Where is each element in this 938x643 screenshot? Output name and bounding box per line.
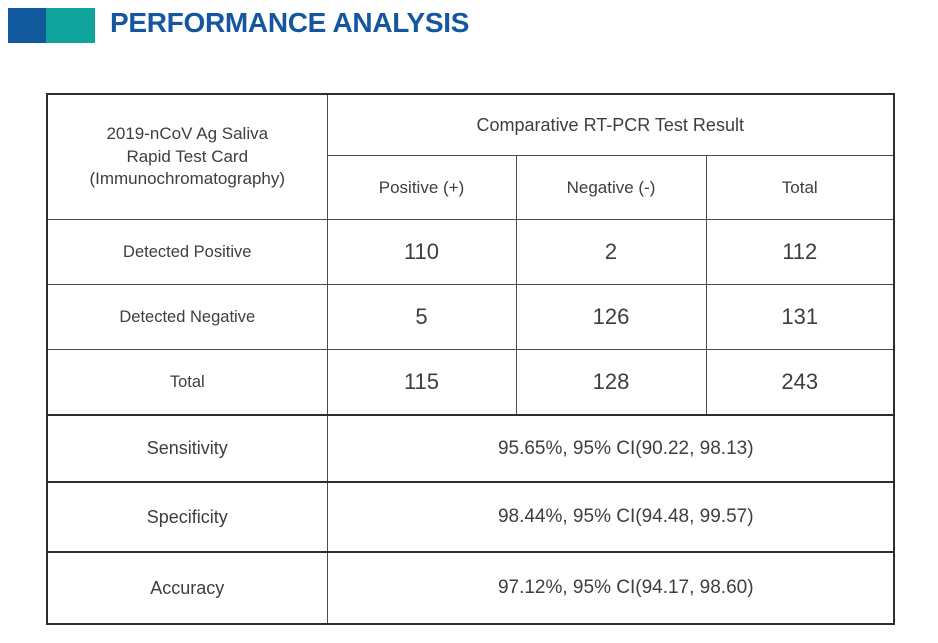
cell-value: 110 (326, 219, 517, 285)
brand-mark (8, 8, 95, 43)
stat-row-accuracy: Accuracy 97.12%, 95% CI(94.17, 98.60) (46, 551, 895, 625)
column-header-row: Positive (+) Negative (-) Total (47, 155, 895, 220)
cell-value: 131 (705, 284, 895, 350)
corner-header-line: Rapid Test Card (126, 146, 249, 166)
cell-value: 128 (515, 349, 707, 416)
stat-label: Specificity (46, 481, 328, 553)
table-row-total: Total 115 128 243 (46, 349, 895, 416)
column-header-negative: Negative (-) (515, 155, 707, 220)
cell-value: 5 (326, 284, 517, 350)
stat-value: 98.44%, 95% CI(94.48, 99.57) (326, 481, 895, 553)
table-row-detected-negative: Detected Negative 5 126 131 (46, 284, 895, 350)
table-row-detected-positive: Detected Positive 110 2 112 (46, 219, 895, 285)
row-label: Detected Negative (46, 284, 328, 350)
page-title: PERFORMANCE ANALYSIS (110, 7, 470, 38)
row-label: Total (46, 349, 328, 416)
column-header-total: Total (705, 155, 895, 220)
cell-value: 243 (705, 349, 895, 416)
corner-header-line: (Immunochromatography) (89, 169, 286, 189)
stat-label: Sensitivity (46, 414, 328, 483)
row-label: Detected Positive (46, 219, 328, 285)
cell-value: 112 (705, 219, 895, 285)
brand-square-teal (46, 8, 95, 43)
group-header-row: 2019-nCoV Ag Saliva Rapid Test Card (Imm… (46, 93, 895, 220)
cell-value: 126 (515, 284, 707, 350)
brand-square-blue (8, 8, 46, 43)
corner-header-line: 2019-nCoV Ag Saliva (106, 124, 269, 144)
corner-header-cell: 2019-nCoV Ag Saliva Rapid Test Card (Imm… (46, 93, 328, 220)
stat-row-specificity: Specificity 98.44%, 95% CI(94.48, 99.57) (46, 481, 895, 553)
performance-table: 2019-nCoV Ag Saliva Rapid Test Card (Imm… (46, 93, 895, 625)
cell-value: 115 (326, 349, 517, 416)
group-header-cell: Comparative RT-PCR Test Result (326, 93, 895, 156)
stat-value: 97.12%, 95% CI(94.17, 98.60) (326, 551, 895, 625)
stat-value: 95.65%, 95% CI(90.22, 98.13) (326, 414, 895, 483)
stat-row-sensitivity: Sensitivity 95.65%, 95% CI(90.22, 98.13) (46, 414, 895, 483)
column-header-positive: Positive (+) (326, 155, 517, 220)
cell-value: 2 (515, 219, 707, 285)
stat-label: Accuracy (46, 551, 328, 625)
